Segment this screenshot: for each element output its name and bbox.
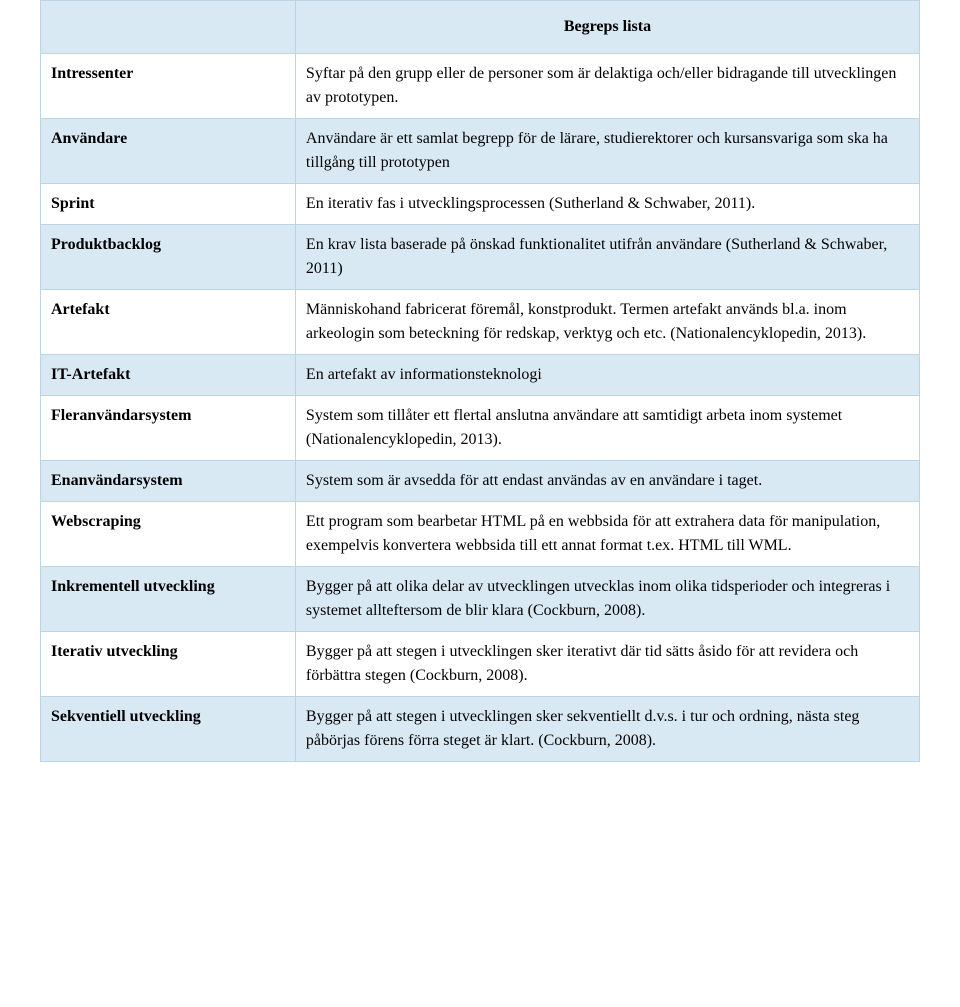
glossary-table: Begreps lista IntressenterSyftar på den … (40, 0, 920, 762)
definition-cell: En krav lista baserade på önskad funktio… (295, 225, 919, 290)
header-empty-cell (41, 1, 296, 54)
table-row: EnanvändarsystemSystem som är avsedda fö… (41, 461, 920, 502)
definition-cell: Bygger på att stegen i utvecklingen sker… (295, 632, 919, 697)
term-cell: Enanvändarsystem (41, 461, 296, 502)
table-row: WebscrapingEtt program som bearbetar HTM… (41, 502, 920, 567)
table-row: SprintEn iterativ fas i utvecklingsproce… (41, 184, 920, 225)
definition-cell: Bygger på att stegen i utvecklingen sker… (295, 697, 919, 762)
term-cell: Fleranvändarsystem (41, 396, 296, 461)
definition-cell: Ett program som bearbetar HTML på en web… (295, 502, 919, 567)
page: Begreps lista IntressenterSyftar på den … (0, 0, 960, 782)
term-cell: Sprint (41, 184, 296, 225)
term-cell: Produktbacklog (41, 225, 296, 290)
definition-cell: System som tillåter ett flertal anslutna… (295, 396, 919, 461)
table-row: FleranvändarsystemSystem som tillåter et… (41, 396, 920, 461)
table-row: ProduktbacklogEn krav lista baserade på … (41, 225, 920, 290)
table-row: Inkrementell utvecklingBygger på att oli… (41, 567, 920, 632)
term-cell: Inkrementell utveckling (41, 567, 296, 632)
definition-cell: Människohand fabricerat föremål, konstpr… (295, 290, 919, 355)
table-title: Begreps lista (306, 9, 909, 45)
table-row: Sekventiell utvecklingBygger på att steg… (41, 697, 920, 762)
table-row: Iterativ utvecklingBygger på att stegen … (41, 632, 920, 697)
definition-cell: En iterativ fas i utvecklingsprocessen (… (295, 184, 919, 225)
term-cell: IT-Artefakt (41, 355, 296, 396)
term-cell: Intressenter (41, 54, 296, 119)
table-row: IntressenterSyftar på den grupp eller de… (41, 54, 920, 119)
term-cell: Artefakt (41, 290, 296, 355)
table-row: AnvändareAnvändare är ett samlat begrepp… (41, 119, 920, 184)
term-cell: Sekventiell utveckling (41, 697, 296, 762)
definition-cell: En artefakt av informationsteknologi (295, 355, 919, 396)
term-cell: Webscraping (41, 502, 296, 567)
table-header-row: Begreps lista (41, 1, 920, 54)
header-title-cell: Begreps lista (295, 1, 919, 54)
definition-cell: System som är avsedda för att endast anv… (295, 461, 919, 502)
term-cell: Iterativ utveckling (41, 632, 296, 697)
definition-cell: Syftar på den grupp eller de personer so… (295, 54, 919, 119)
definition-cell: Användare är ett samlat begrepp för de l… (295, 119, 919, 184)
table-row: IT-ArtefaktEn artefakt av informationste… (41, 355, 920, 396)
table-row: ArtefaktMänniskohand fabricerat föremål,… (41, 290, 920, 355)
term-cell: Användare (41, 119, 296, 184)
definition-cell: Bygger på att olika delar av utvecklinge… (295, 567, 919, 632)
